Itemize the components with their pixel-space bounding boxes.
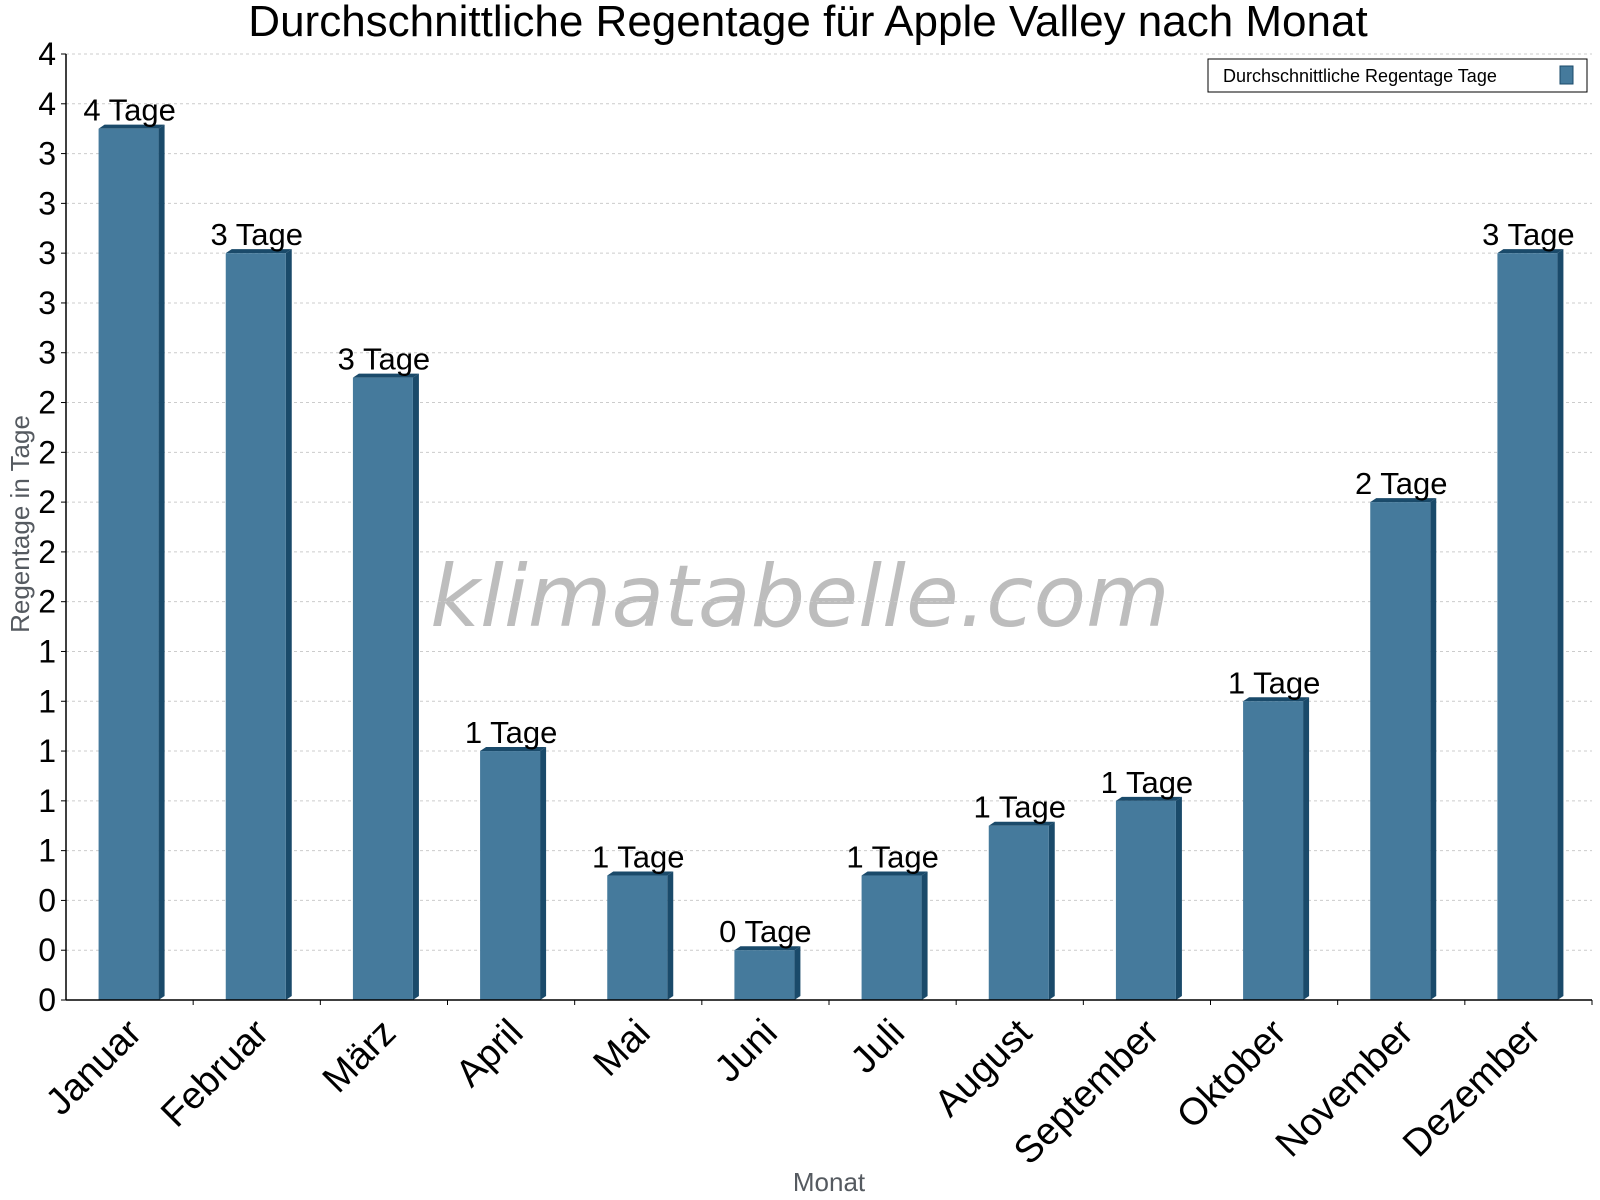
bar-side [794, 946, 801, 1000]
bar-top [480, 747, 547, 752]
y-tick-label: 0 [38, 982, 56, 1018]
bar [734, 950, 795, 1000]
bar-side [1430, 498, 1437, 1000]
axes [65, 54, 1592, 1001]
x-axis-label: Monat [793, 1167, 866, 1197]
data-label: 3 Tage [210, 217, 303, 252]
bar-top [1370, 498, 1437, 503]
y-axis-label: Regentage in Tage [5, 415, 35, 633]
x-tick-label: Januar [38, 1011, 150, 1123]
x-tick-label: März [315, 1012, 404, 1101]
bar [1497, 253, 1558, 1000]
bar [607, 875, 668, 1000]
x-tick-label: Februar [153, 1011, 277, 1135]
y-tick-label: 2 [38, 385, 56, 421]
data-label: 3 Tage [338, 342, 431, 377]
y-tick-label: 3 [38, 285, 56, 321]
bar [352, 377, 413, 1000]
bar-side [1048, 821, 1055, 1000]
chart-title: Durchschnittliche Regentage für Apple Va… [248, 0, 1367, 46]
bar [225, 253, 286, 1000]
bar-side [921, 871, 928, 1000]
bar-side [1303, 697, 1310, 1000]
bar [480, 751, 541, 1000]
y-tick-label: 0 [38, 882, 56, 918]
bar-top [1243, 697, 1310, 702]
x-tick-label: Dezember [1395, 1011, 1549, 1165]
y-tick-label: 1 [38, 733, 56, 769]
data-label: 1 Tage [1101, 765, 1194, 800]
data-label: 1 Tage [973, 790, 1066, 825]
bar [1370, 502, 1431, 1000]
watermark: klimatabelle.com [430, 547, 1170, 647]
y-tick-label: 0 [38, 932, 56, 968]
bar-side [412, 373, 419, 1000]
data-label: 1 Tage [846, 840, 939, 875]
data-labels: 4 Tage 3 Tage 3 Tage 1 Tage 1 Tage 0 Tage 1 Ta… [83, 93, 1574, 950]
bars [98, 124, 1564, 1001]
y-tick-label: 3 [38, 235, 56, 271]
x-axis-ticks: Januar Februar März April Mai Juni Juli AugustS… [38, 1000, 1593, 1173]
y-tick-label: 1 [38, 783, 56, 819]
bar [861, 875, 922, 1000]
bar-side [1557, 249, 1564, 1000]
bar-top [734, 946, 801, 951]
bar-side [540, 747, 547, 1000]
x-tick-label: August [927, 1011, 1041, 1125]
bar [988, 825, 1049, 1000]
y-tick-label: 2 [38, 584, 56, 620]
data-label: 1 Tage [1228, 665, 1321, 700]
x-tick-label: Juni [707, 1012, 786, 1091]
bar [1243, 701, 1304, 1000]
bar-top [988, 821, 1055, 826]
x-tick-label: November [1268, 1011, 1422, 1165]
gridlines [66, 53, 1592, 951]
y-tick-label: 1 [38, 833, 56, 869]
y-tick-label: 3 [38, 185, 56, 221]
data-label: 2 Tage [1355, 466, 1448, 501]
x-tick-label: Oktober [1169, 1011, 1295, 1137]
y-tick-label: 4 [38, 86, 56, 122]
x-tick-label: Mai [586, 1012, 659, 1085]
data-label: 4 Tage [83, 93, 176, 128]
y-tick-label: 3 [38, 335, 56, 371]
legend-swatch [1559, 65, 1574, 85]
bar-side [158, 124, 165, 1001]
data-label: 1 Tage [465, 715, 558, 750]
legend: Durchschnittliche Regentage Tage [1207, 58, 1588, 93]
bar-top [861, 871, 928, 876]
bar [1115, 800, 1176, 1000]
legend-label: Durchschnittliche Regentage Tage [1223, 66, 1497, 86]
y-tick-label: 3 [38, 136, 56, 172]
bar-side [285, 249, 292, 1000]
bar-top [98, 124, 165, 129]
y-tick-label: 1 [38, 683, 56, 719]
bar-side [1175, 796, 1182, 1000]
bar-top [607, 871, 674, 876]
y-tick-label: 2 [38, 484, 56, 520]
data-label: 3 Tage [1482, 217, 1575, 252]
bar-top [225, 249, 292, 254]
bar-side [667, 871, 674, 1000]
bar [98, 128, 159, 1000]
data-label: 0 Tage [719, 914, 812, 949]
y-tick-label: 2 [38, 434, 56, 470]
y-axis-ticks: 0 0 0 1 1 1 1 1 2 2 2 2 2 3 3 3 3 3 4 4 [38, 36, 66, 1018]
legend-box [1207, 58, 1588, 93]
x-tick-label: Juli [843, 1012, 913, 1082]
x-tick-label: April [448, 1012, 531, 1095]
bar-top [352, 373, 419, 378]
y-tick-label: 4 [38, 36, 56, 72]
y-tick-label: 1 [38, 633, 56, 669]
y-tick-label: 2 [38, 534, 56, 570]
bar-top [1115, 796, 1182, 801]
data-label: 1 Tage [592, 840, 685, 875]
bar-top [1497, 249, 1564, 254]
